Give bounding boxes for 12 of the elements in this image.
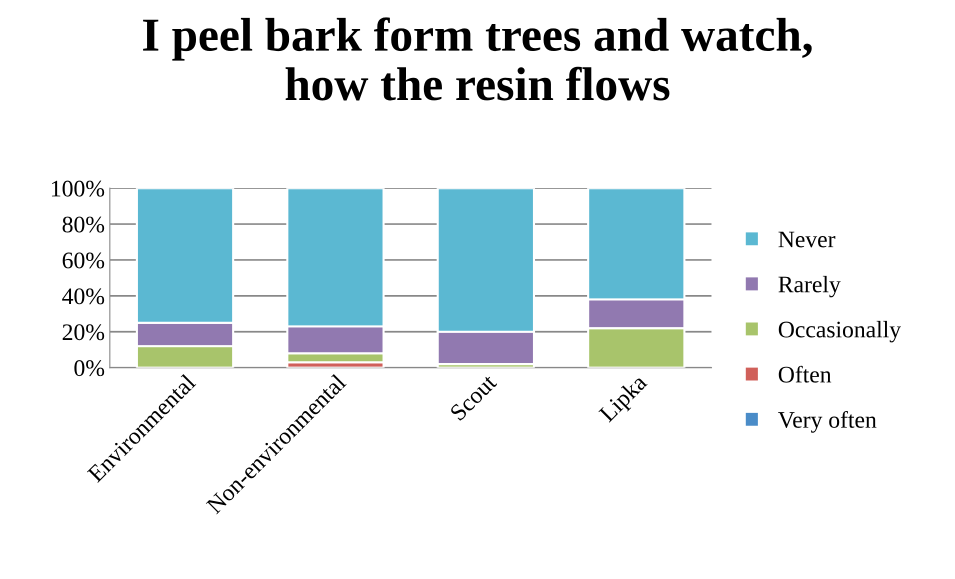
chart-title: I peel bark form trees and watch, how the resin flows [143,17,812,100]
legend-label: Occasionally [778,320,901,342]
legend-label: Never [778,232,836,248]
legend-label: Rarely [778,276,841,298]
legend-label: Very often [778,411,876,433]
y-tick-label: 0% [74,360,104,376]
y-tick-label: 60% [62,252,104,268]
y-tick-label: 100% [52,180,104,197]
y-tick-label: 20% [62,324,104,340]
y-tick-label: 40% [62,288,104,304]
legend-label: Often [778,366,832,383]
y-tick-label: 80% [62,216,104,233]
